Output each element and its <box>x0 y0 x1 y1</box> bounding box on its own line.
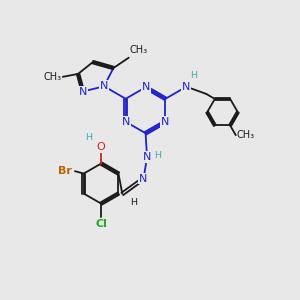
Text: N: N <box>141 82 150 92</box>
Text: N: N <box>182 82 190 92</box>
Text: N: N <box>79 87 87 97</box>
Text: CH₃: CH₃ <box>237 130 255 140</box>
Text: Cl: Cl <box>95 219 107 229</box>
Text: N: N <box>139 174 148 184</box>
Text: N: N <box>100 81 108 91</box>
Text: O: O <box>97 142 106 152</box>
Text: N: N <box>122 117 130 127</box>
Text: H: H <box>190 71 197 80</box>
Text: H: H <box>85 133 92 142</box>
Text: CH₃: CH₃ <box>44 72 62 82</box>
Text: CH₃: CH₃ <box>130 45 148 55</box>
Text: N: N <box>161 117 170 127</box>
Text: H: H <box>130 198 138 207</box>
Text: H: H <box>154 152 161 160</box>
Text: N: N <box>143 152 151 162</box>
Text: Br: Br <box>58 166 71 176</box>
